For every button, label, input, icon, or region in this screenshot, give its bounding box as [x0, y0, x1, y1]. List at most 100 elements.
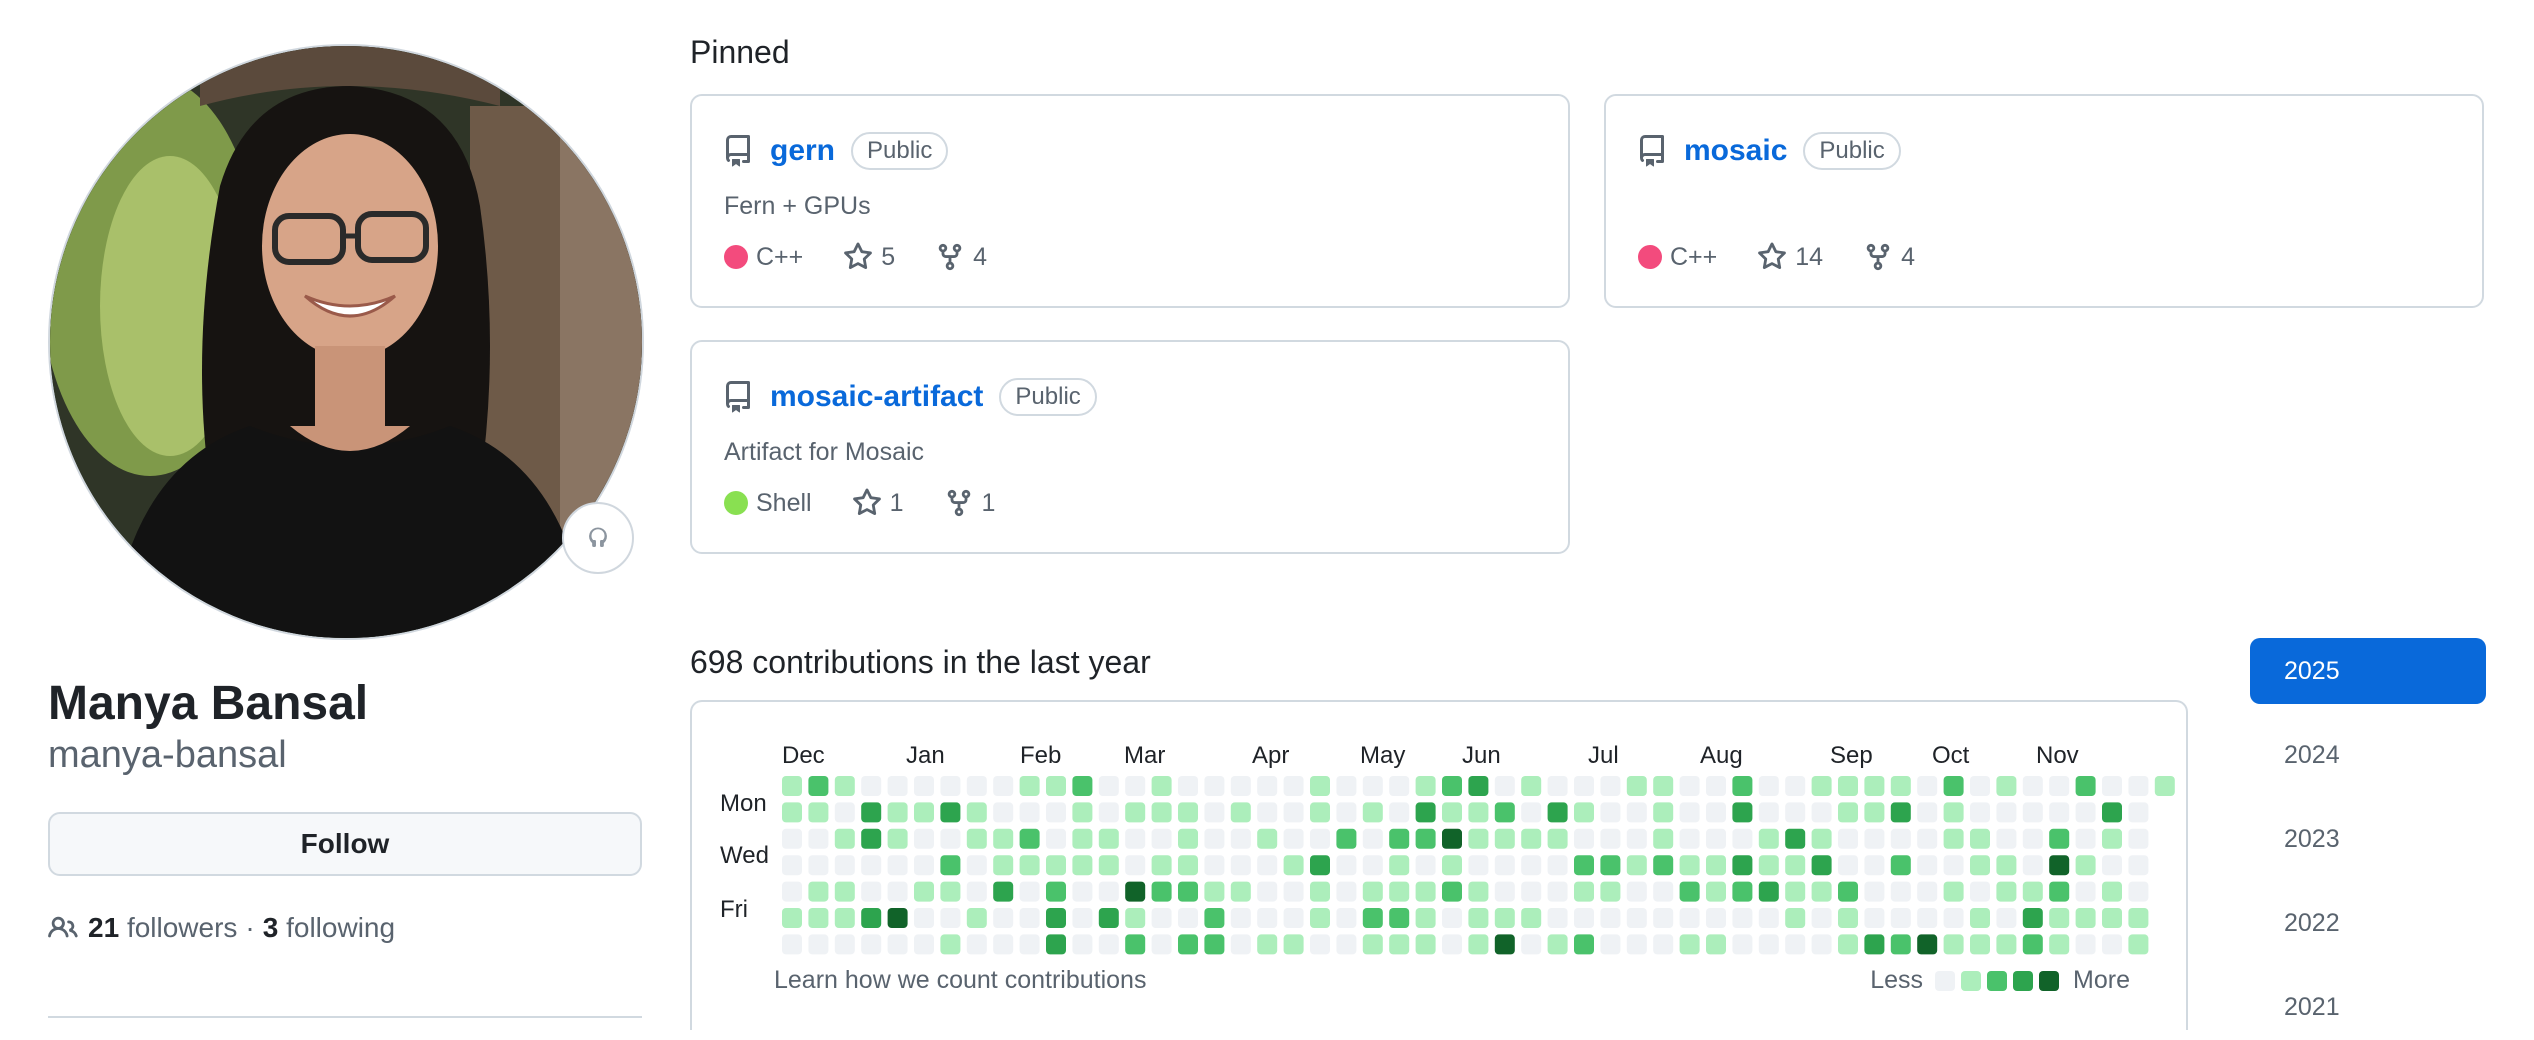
contribution-day[interactable]	[1732, 828, 1753, 849]
contribution-day[interactable]	[1257, 908, 1278, 928]
contribution-day[interactable]	[1151, 802, 1172, 823]
contribution-day[interactable]	[808, 855, 829, 876]
contribution-day[interactable]	[2075, 855, 2096, 876]
contribution-day[interactable]	[1811, 776, 1832, 796]
contribution-day[interactable]	[1758, 776, 1779, 796]
contribution-day[interactable]	[1785, 776, 1806, 796]
contribution-day[interactable]	[834, 776, 855, 796]
contribution-day[interactable]	[940, 802, 961, 823]
contribution-day[interactable]	[1943, 855, 1964, 876]
contribution-day[interactable]	[2102, 881, 2122, 902]
contribution-day[interactable]	[1521, 802, 1542, 823]
contribution-day[interactable]	[1574, 855, 1594, 876]
year-filter-2023[interactable]: 2023	[2284, 824, 2340, 853]
contribution-day[interactable]	[782, 828, 802, 849]
contribution-day[interactable]	[914, 828, 934, 849]
contribution-day[interactable]	[1890, 855, 1911, 876]
contribution-day[interactable]	[1415, 776, 1436, 796]
contribution-day[interactable]	[1811, 855, 1832, 876]
contribution-day[interactable]	[966, 934, 987, 955]
avatar[interactable]	[48, 44, 644, 640]
contribution-day[interactable]	[914, 908, 934, 928]
contribution-day[interactable]	[1732, 855, 1753, 876]
contribution-day[interactable]	[1468, 881, 1489, 902]
contribution-day[interactable]	[887, 855, 908, 876]
contribution-day[interactable]	[1838, 855, 1858, 876]
contribution-day[interactable]	[1283, 828, 1304, 849]
contribution-day[interactable]	[2102, 855, 2122, 876]
contribution-day[interactable]	[834, 908, 855, 928]
contribution-day[interactable]	[2049, 908, 2070, 928]
contribution-day[interactable]	[1600, 776, 1621, 796]
contribution-day[interactable]	[1125, 802, 1146, 823]
contribution-day[interactable]	[1890, 881, 1911, 902]
contribution-day[interactable]	[2128, 855, 2149, 876]
contribution-day[interactable]	[1336, 908, 1357, 928]
year-filter-2022[interactable]: 2022	[2284, 908, 2340, 937]
contribution-day[interactable]	[1811, 934, 1832, 955]
contribution-day[interactable]	[1838, 881, 1858, 902]
contribution-day[interactable]	[1864, 855, 1885, 876]
contribution-day[interactable]	[1679, 802, 1700, 823]
contribution-day[interactable]	[1574, 934, 1594, 955]
contribution-day[interactable]	[1811, 828, 1832, 849]
contribution-day[interactable]	[1970, 776, 1990, 796]
contribution-day[interactable]	[1389, 802, 1410, 823]
contribution-day[interactable]	[1230, 908, 1251, 928]
contribution-day[interactable]	[808, 828, 829, 849]
contribution-day[interactable]	[1521, 908, 1542, 928]
contribution-day[interactable]	[1310, 802, 1330, 823]
contribution-day[interactable]	[1336, 934, 1357, 955]
contribution-day[interactable]	[940, 908, 961, 928]
contribution-day[interactable]	[1336, 881, 1357, 902]
contribution-day[interactable]	[1442, 828, 1462, 849]
contribution-day[interactable]	[2102, 908, 2122, 928]
contribution-day[interactable]	[2075, 934, 2096, 955]
contribution-day[interactable]	[1732, 934, 1753, 955]
contribution-day[interactable]	[1178, 802, 1198, 823]
contribution-day[interactable]	[2128, 881, 2149, 902]
contribution-day[interactable]	[1574, 776, 1594, 796]
contribution-day[interactable]	[1653, 802, 1674, 823]
contribution-day[interactable]	[1415, 908, 1436, 928]
contribution-day[interactable]	[1811, 908, 1832, 928]
contribution-day[interactable]	[1600, 828, 1621, 849]
contribution-day[interactable]	[940, 828, 961, 849]
contribution-day[interactable]	[1890, 802, 1911, 823]
contribution-day[interactable]	[1547, 828, 1568, 849]
contribution-day[interactable]	[1653, 776, 1674, 796]
contribution-day[interactable]	[1758, 802, 1779, 823]
learn-contributions-link[interactable]: Learn how we count contributions	[774, 966, 1147, 994]
contribution-day[interactable]	[1864, 908, 1885, 928]
contribution-day[interactable]	[2022, 934, 2043, 955]
contribution-day[interactable]	[1389, 855, 1410, 876]
contribution-day[interactable]	[2049, 828, 2070, 849]
contribution-day[interactable]	[1046, 908, 1066, 928]
contribution-day[interactable]	[966, 776, 987, 796]
forks-link[interactable]: 1	[944, 488, 995, 518]
contribution-day[interactable]	[1204, 802, 1225, 823]
contribution-day[interactable]	[940, 881, 961, 902]
contribution-day[interactable]	[1204, 855, 1225, 876]
contribution-day[interactable]	[1151, 828, 1172, 849]
contribution-day[interactable]	[1574, 908, 1594, 928]
contribution-day[interactable]	[1257, 828, 1278, 849]
contribution-day[interactable]	[887, 934, 908, 955]
contribution-day[interactable]	[1072, 908, 1093, 928]
contribution-day[interactable]	[1626, 908, 1647, 928]
contribution-day[interactable]	[2022, 776, 2043, 796]
contribution-day[interactable]	[1600, 855, 1621, 876]
contribution-day[interactable]	[1230, 776, 1251, 796]
contribution-day[interactable]	[1442, 776, 1462, 796]
contribution-day[interactable]	[1811, 881, 1832, 902]
contribution-day[interactable]	[1019, 908, 1040, 928]
contribution-day[interactable]	[1547, 855, 1568, 876]
contribution-day[interactable]	[1996, 881, 2017, 902]
contribution-day[interactable]	[1098, 802, 1119, 823]
contribution-day[interactable]	[1468, 802, 1489, 823]
contribution-day[interactable]	[782, 934, 802, 955]
contribution-day[interactable]	[1389, 881, 1410, 902]
contribution-day[interactable]	[2075, 828, 2096, 849]
contribution-day[interactable]	[1600, 881, 1621, 902]
contribution-day[interactable]	[1679, 855, 1700, 876]
